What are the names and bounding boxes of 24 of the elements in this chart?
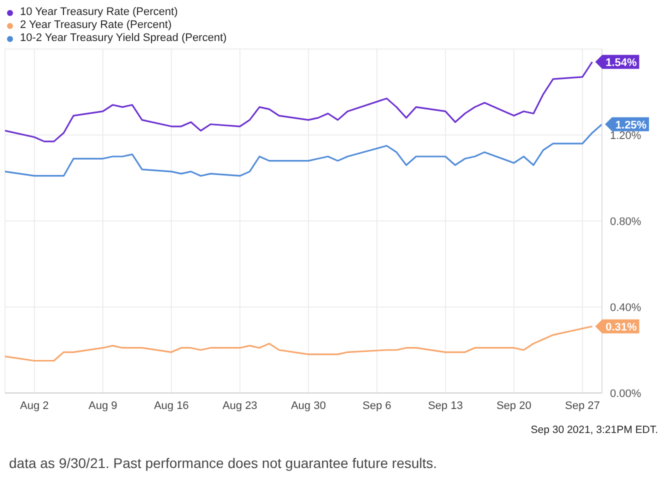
y-tick-label: 0.40% (610, 302, 642, 314)
x-tick-label: Aug 2 (20, 400, 49, 412)
legend-label: 10-2 Year Treasury Yield Spread (Percent) (20, 32, 227, 45)
x-tick-label: Aug 9 (88, 400, 118, 412)
line-series (5, 61, 594, 142)
data-label: 1.54% (606, 56, 638, 69)
x-tick-label: Sep 6 (362, 400, 392, 412)
x-tick-label: Aug 30 (290, 400, 326, 412)
text: Sep 30 2021, 3:21PM EDT. (530, 424, 658, 436)
x-tick-label: Sep 27 (564, 400, 600, 412)
x-tick-label: Aug 23 (222, 400, 258, 412)
x-tick-label: Sep 13 (428, 400, 463, 412)
text: data as 9/30/21. Past performance does not guarantee future results. (9, 455, 438, 471)
x-tick-label: Aug 16 (154, 400, 189, 412)
data-label: 1.25% (615, 119, 647, 132)
y-tick-label: 0.00% (610, 388, 642, 400)
data-label: 0.31% (606, 321, 638, 334)
y-tick-label: 0.80% (610, 216, 642, 228)
legend-label: 2 Year Treasury Rate (Percent) (20, 19, 172, 32)
y-tick-label: 1.20% (610, 130, 642, 142)
line-series (5, 326, 594, 362)
line-series (5, 123, 602, 177)
x-tick-label: Sep 20 (496, 400, 532, 412)
legend-label: 10 Year Treasury Rate (Percent) (20, 6, 178, 19)
